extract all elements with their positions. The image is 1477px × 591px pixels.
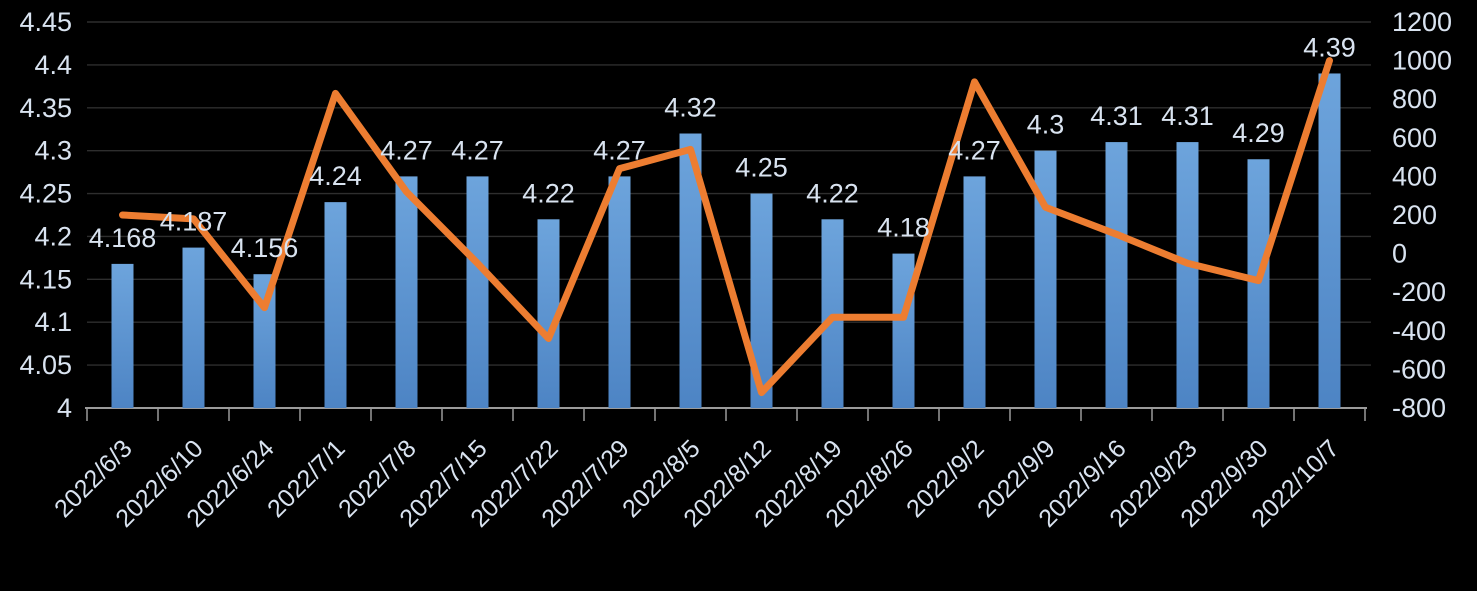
bar-value-label: 4.156 — [231, 233, 299, 263]
bar-value-label: 4.32 — [664, 93, 717, 123]
bar — [395, 176, 418, 408]
y-right-tick-label: 600 — [1392, 123, 1437, 153]
y-left-tick-label: 4.3 — [34, 136, 72, 166]
y-right-tick-label: 1200 — [1392, 7, 1452, 37]
bar — [892, 253, 915, 408]
bar-value-label: 4.22 — [522, 178, 575, 208]
bar-value-label: 4.31 — [1161, 101, 1214, 131]
y-right-tick-label: 400 — [1392, 161, 1437, 191]
y-right-tick-label: 0 — [1392, 239, 1407, 269]
bar — [1105, 142, 1128, 409]
bar-value-label: 4.27 — [451, 135, 504, 165]
bar-value-label: 4.29 — [1232, 118, 1285, 148]
bar-value-label: 4.39 — [1303, 32, 1356, 62]
y-right-tick-label: 1000 — [1392, 46, 1452, 76]
y-right-tick-label: 800 — [1392, 84, 1437, 114]
y-right-tick-label: -400 — [1392, 316, 1446, 346]
bar — [466, 176, 489, 408]
bar-value-label: 4.27 — [380, 135, 433, 165]
bar — [1318, 73, 1341, 408]
bar-value-label: 4.24 — [309, 161, 362, 191]
data-line — [119, 57, 1333, 397]
bar — [750, 193, 773, 408]
y-left-tick-label: 4.45 — [19, 7, 72, 37]
y-right-tick-label: 200 — [1392, 200, 1437, 230]
bar — [182, 247, 205, 408]
y-right-tick-label: -200 — [1392, 277, 1446, 307]
bar — [608, 176, 631, 408]
bar-value-label: 4.22 — [806, 178, 859, 208]
bar-value-label: 4.3 — [1027, 110, 1065, 140]
y-left-tick-label: 4.2 — [34, 221, 72, 251]
bar — [324, 202, 347, 408]
y-left-tick-label: 4.4 — [34, 50, 72, 80]
bar — [963, 176, 986, 408]
y-left-tick-label: 4.05 — [19, 350, 72, 380]
bar — [111, 263, 134, 408]
bar-value-label: 4.187 — [160, 207, 228, 237]
bar-value-label: 4.18 — [877, 213, 930, 243]
bar-value-label: 4.27 — [948, 135, 1001, 165]
bar-value-label: 4.25 — [735, 153, 788, 183]
y-left-tick-label: 4.15 — [19, 264, 72, 294]
bar-value-label: 4.27 — [593, 135, 646, 165]
y-left-tick-label: 4.35 — [19, 93, 72, 123]
y-left-tick-label: 4.1 — [34, 307, 72, 337]
bar — [679, 133, 702, 408]
bar — [1176, 142, 1199, 409]
bar — [253, 274, 276, 408]
bar — [537, 219, 560, 408]
bar-value-label: 4.168 — [89, 223, 157, 253]
y-left-tick-label: 4 — [57, 393, 72, 423]
y-left-tick-label: 4.25 — [19, 179, 72, 209]
bar — [1034, 150, 1057, 408]
y-right-tick-label: -800 — [1392, 393, 1446, 423]
bar-value-label: 4.31 — [1090, 101, 1143, 131]
y-right-tick-label: -600 — [1392, 354, 1446, 384]
bar — [821, 219, 844, 408]
